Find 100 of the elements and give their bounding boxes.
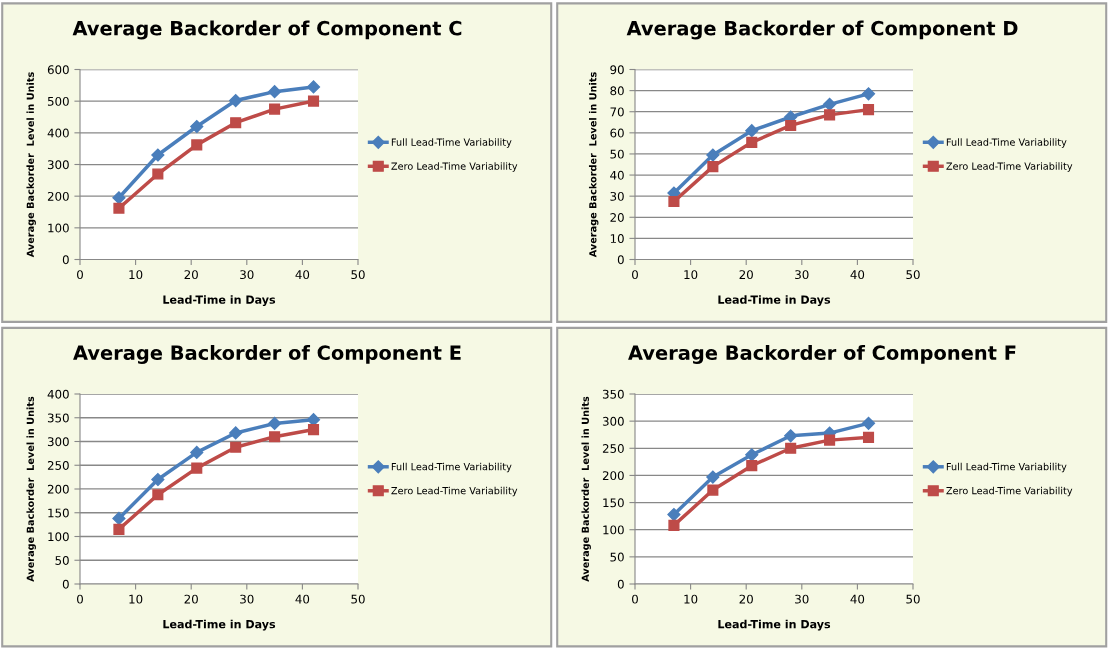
y-tick-label: 250 <box>602 444 624 453</box>
y-tick-label: 400 <box>47 128 69 138</box>
x-axis-title: Lead-Time in Days <box>718 295 831 307</box>
y-tick-label: 350 <box>602 389 624 399</box>
y-tick-label: 300 <box>47 437 69 447</box>
x-tick-label: 10 <box>684 594 698 604</box>
y-tick-label: 300 <box>602 416 624 426</box>
x-tick-label: 40 <box>850 594 865 604</box>
x-tick-label: 50 <box>351 594 365 604</box>
point <box>824 109 836 121</box>
point <box>190 119 204 134</box>
point <box>706 470 720 484</box>
point <box>229 93 243 108</box>
y-tick-label: 60 <box>610 128 624 138</box>
x-tick-label: 40 <box>295 594 310 604</box>
point <box>667 507 681 522</box>
point <box>191 462 203 474</box>
y-tick-label: 0 <box>617 255 624 265</box>
point <box>668 519 680 531</box>
point <box>112 511 126 526</box>
y-tick-label: 150 <box>48 508 69 518</box>
point <box>785 442 797 454</box>
point <box>824 434 836 446</box>
y-tick-label: 20 <box>610 213 624 222</box>
y-tick-label: 250 <box>47 460 69 470</box>
x-tick-label: 40 <box>295 270 310 280</box>
point <box>113 523 125 535</box>
y-tick-label: 200 <box>47 191 69 201</box>
legend-label: Full Lead-Time Variability <box>391 138 512 148</box>
y-tick-label: 150 <box>603 498 624 508</box>
y-tick-label: 200 <box>47 484 69 494</box>
point <box>306 80 321 94</box>
point <box>668 195 680 208</box>
point <box>707 484 719 496</box>
y-tick-label: 600 <box>47 65 69 75</box>
chart-title: Average Backorder of Component D <box>626 20 1018 40</box>
point <box>706 148 720 162</box>
point <box>190 445 204 460</box>
x-tick-label: 30 <box>795 594 809 604</box>
y-tick-label: 350 <box>47 413 69 423</box>
x-tick-label: 20 <box>184 594 198 604</box>
x-tick-label: 0 <box>77 270 83 280</box>
x-tick-label: 0 <box>632 270 638 280</box>
point <box>745 448 759 462</box>
point <box>268 416 282 431</box>
y-tick-label: 200 <box>602 471 624 481</box>
point <box>112 191 126 205</box>
x-axis-title: Lead-Time in Days <box>718 619 831 631</box>
y-tick-label: 90 <box>610 65 624 75</box>
y-tick-label: 40 <box>610 170 624 180</box>
x-tick-label: 10 <box>129 594 143 604</box>
x-tick-label: 10 <box>684 270 698 280</box>
x-tick-label: 0 <box>77 594 83 604</box>
legend-label: Full Lead-Time Variability <box>946 138 1067 148</box>
chart-title: Average Backorder of Component E <box>73 345 461 364</box>
point <box>784 429 798 443</box>
x-tick-label: 30 <box>240 594 254 604</box>
chart-title: Average Backorder of Component F <box>628 345 1016 364</box>
legend-label: Zero Lead-Time Variability <box>391 162 518 172</box>
point <box>862 431 875 443</box>
point <box>745 124 759 138</box>
y-tick-label: 80 <box>610 86 624 96</box>
y-tick-label: 10 <box>610 234 624 244</box>
y-axis-title: Average Backorder Level in Units <box>26 396 36 582</box>
x-tick-label: 50 <box>906 594 920 604</box>
legend-label: Full Lead-Time Variability <box>946 462 1067 473</box>
chart-title: Average Backorder of Component C <box>72 20 462 40</box>
y-tick-label: 50 <box>610 552 624 562</box>
point <box>269 431 281 443</box>
x-tick-label: 20 <box>739 594 753 604</box>
point <box>823 97 837 111</box>
point <box>229 426 243 440</box>
y-tick-label: 100 <box>48 532 69 542</box>
y-axis-title: Average Backorder Level in Units <box>581 396 591 582</box>
legend-label: Full Lead-Time Variability <box>391 462 512 473</box>
y-tick-label: 300 <box>47 160 69 170</box>
legend-label: Zero Lead-Time Variability <box>946 486 1073 497</box>
point <box>307 95 320 107</box>
point <box>307 424 320 436</box>
point <box>861 416 876 430</box>
x-tick-label: 0 <box>632 594 638 604</box>
x-tick-label: 30 <box>795 270 809 280</box>
point <box>113 202 125 214</box>
point <box>862 104 875 116</box>
x-tick-label: 20 <box>184 270 198 280</box>
point <box>191 139 203 151</box>
y-tick-label: 100 <box>603 525 624 535</box>
y-tick-label: 100 <box>48 223 69 233</box>
x-tick-label: 50 <box>351 270 365 280</box>
legend-label: Zero Lead-Time Variability <box>391 486 518 497</box>
y-tick-label: 0 <box>62 255 69 265</box>
point <box>230 117 242 129</box>
y-tick-label: 50 <box>55 555 69 565</box>
y-tick-label: 70 <box>610 107 624 117</box>
x-tick-label: 50 <box>906 270 920 280</box>
x-tick-label: 40 <box>850 270 865 280</box>
y-tick-label: 0 <box>62 579 69 589</box>
point <box>152 168 164 180</box>
point <box>230 441 242 453</box>
point <box>268 85 282 99</box>
